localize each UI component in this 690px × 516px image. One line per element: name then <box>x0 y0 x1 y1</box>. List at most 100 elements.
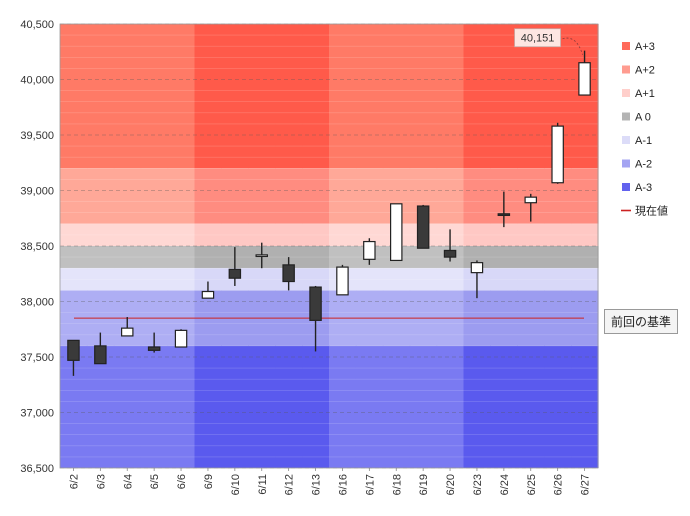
band-A0-cell <box>140 246 169 269</box>
candle-body <box>174 329 188 348</box>
x-tick-label: 6/3 <box>95 474 107 489</box>
legend: A+3 A+2 A+1 A 0 A-1 A-2 A-3 現在値 <box>621 41 668 218</box>
band-Aminus1-cell <box>194 268 222 291</box>
candle-body <box>228 268 242 279</box>
y-tick-label: 38,000 <box>20 297 54 309</box>
band-Aplus2-cell <box>463 168 491 224</box>
y-tick-label: 37,500 <box>20 352 54 364</box>
band-A0-cell <box>571 246 599 269</box>
band-Aplus3-cell <box>221 24 249 169</box>
band-Aminus3-cell <box>382 345 411 468</box>
legend-label: A-1 <box>635 135 652 147</box>
band-Aplus1-cell <box>113 223 142 246</box>
band-Aplus2-cell <box>302 168 330 224</box>
band-Aminus1-cell <box>86 268 115 291</box>
legend-swatch <box>622 183 630 191</box>
band-Aminus1-cell <box>302 268 330 291</box>
x-tick-label: 6/26 <box>553 474 565 495</box>
band-A0-cell <box>517 246 545 269</box>
band-Aplus3-cell <box>463 24 491 169</box>
band-Aminus3-cell <box>544 345 572 468</box>
legend-swatch <box>622 42 630 50</box>
band-A0-cell <box>544 246 572 269</box>
band-A0-cell <box>113 246 142 269</box>
band-Aminus3-cell <box>329 345 357 468</box>
band-Aminus1-cell <box>490 268 518 291</box>
x-axis: 6/2 6/3 6/4 6/5 6/6 6/9 6/10 6/11 6/12 6/13 6/16 6/… <box>68 468 592 495</box>
band-A0-cell <box>463 246 491 269</box>
legend-label: A-2 <box>635 159 652 171</box>
candles-layer <box>67 50 591 376</box>
band-Aplus3-cell <box>194 24 222 169</box>
band-Aplus3-cell <box>329 24 357 169</box>
band-Aplus2-cell <box>113 168 142 224</box>
reference-line-label: 前回の基準 <box>604 309 679 334</box>
band-Aplus2-cell <box>436 168 465 224</box>
band-Aplus1-cell <box>517 223 545 246</box>
candle-body <box>282 264 295 283</box>
y-tick-label: 40,500 <box>20 19 54 31</box>
y-tick-label: 36,500 <box>20 463 54 475</box>
band-Aminus3-cell <box>517 345 545 468</box>
band-Aplus3-cell <box>86 24 115 169</box>
y-tick-label: 40,000 <box>20 75 54 87</box>
band-Aminus1-cell <box>113 268 142 291</box>
candle-body <box>363 240 376 260</box>
band-Aplus1-cell <box>86 223 115 246</box>
band-Aplus1-cell <box>221 223 249 246</box>
x-tick-label: 6/10 <box>230 474 242 495</box>
candle-body <box>67 339 80 361</box>
x-tick-label: 6/18 <box>391 474 403 495</box>
legend-label: A+2 <box>635 65 655 77</box>
band-Aplus2-cell <box>60 168 88 224</box>
band-Aplus1-cell <box>571 223 599 246</box>
legend-swatch <box>622 136 630 144</box>
band-Aplus1-cell <box>167 223 196 246</box>
band-Aplus3-cell <box>167 24 196 169</box>
candle-body <box>336 266 349 296</box>
y-tick-label: 39,500 <box>20 130 54 142</box>
x-tick-label: 6/17 <box>364 474 376 495</box>
band-Aminus1-cell <box>382 268 411 291</box>
band-Aplus2-cell <box>86 168 115 224</box>
x-tick-label: 6/23 <box>472 474 484 495</box>
band-Aminus3-cell <box>409 345 438 468</box>
band-Aplus1-cell <box>248 223 276 246</box>
candle-body <box>309 286 322 321</box>
legend-label: 現在値 <box>635 205 668 218</box>
band-Aminus1-cell <box>60 268 88 291</box>
band-Aplus2-cell <box>167 168 196 224</box>
band-A0-cell <box>86 246 115 269</box>
band-Aminus1-cell <box>355 268 384 291</box>
legend-swatch <box>622 159 630 168</box>
band-Aplus3-cell <box>140 24 169 169</box>
band-Aminus1-cell <box>140 268 169 291</box>
band-Aminus1-cell <box>571 268 599 291</box>
current-value-label: 40,151 <box>521 33 555 45</box>
x-tick-label: 6/11 <box>257 474 269 495</box>
band-layer <box>60 24 599 468</box>
x-tick-label: 6/16 <box>337 474 349 495</box>
candle-body <box>255 254 268 258</box>
candle-body <box>416 205 430 249</box>
band-Aplus3-cell <box>382 24 411 169</box>
band-Aplus3-cell <box>436 24 465 169</box>
x-tick-label: 6/13 <box>311 474 323 495</box>
band-A0-cell <box>409 246 438 269</box>
x-tick-label: 6/27 <box>580 474 592 495</box>
current-value-layer: 40,151 <box>514 28 583 55</box>
candle-body <box>524 196 537 204</box>
band-Aminus3-cell <box>355 345 384 468</box>
legend-label: A+3 <box>635 41 655 53</box>
band-Aminus1-cell <box>409 268 438 291</box>
x-tick-label: 6/2 <box>68 474 80 489</box>
candle-body <box>147 346 161 351</box>
band-Aplus3-cell <box>113 24 142 169</box>
band-Aplus1-cell <box>302 223 330 246</box>
x-tick-label: 6/20 <box>445 474 457 495</box>
x-tick-label: 6/12 <box>284 474 296 495</box>
band-Aminus3-cell <box>571 345 599 468</box>
x-tick-label: 6/24 <box>499 474 511 495</box>
y-axis: 36,500 37,000 37,500 38,000 38,500 39,000 39,5… <box>20 19 54 475</box>
